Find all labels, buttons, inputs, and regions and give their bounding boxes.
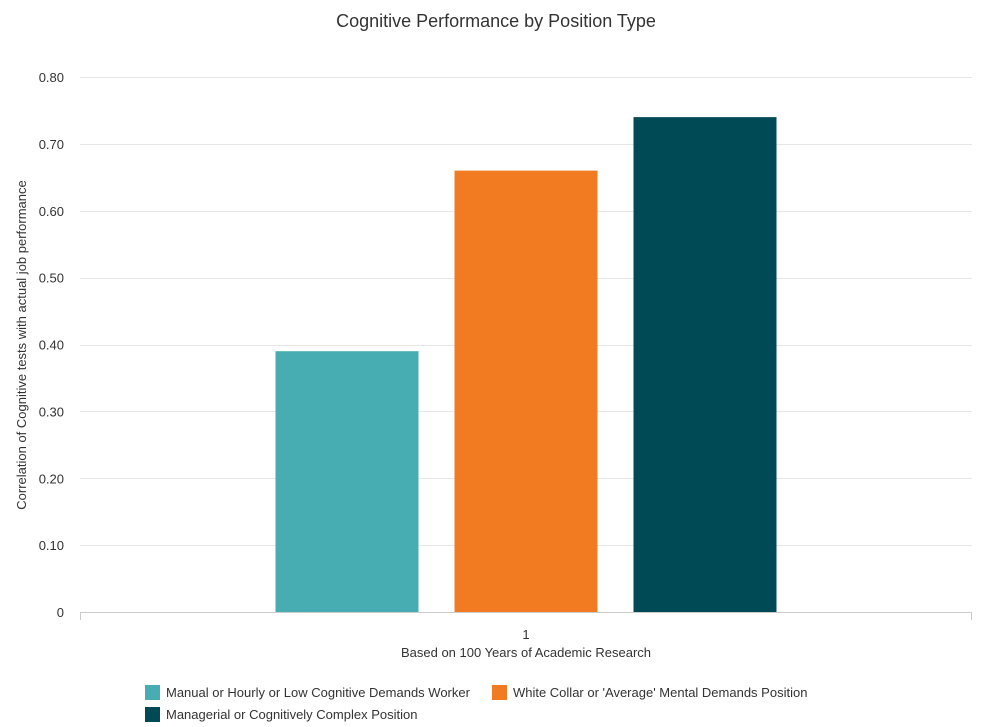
x-tick-label: 1 [522, 627, 529, 642]
legend-item[interactable]: White Collar or 'Average' Mental Demands… [491, 684, 808, 700]
y-tick-label: 0 [57, 605, 64, 620]
legend-label: White Collar or 'Average' Mental Demands… [512, 684, 808, 700]
bar[interactable] [275, 351, 419, 612]
legend-label: Managerial or Cognitively Complex Positi… [166, 706, 418, 722]
legend-swatch [145, 706, 160, 722]
legend-row: Manual or Hourly or Low Cognitive Demand… [145, 681, 905, 703]
y-tick-label: 0.80 [39, 70, 64, 85]
x-axis-label: Based on 100 Years of Academic Research [401, 645, 651, 660]
y-tick-label: 0.10 [39, 538, 64, 553]
y-tick-label: 0.60 [39, 204, 64, 219]
legend-swatch [145, 684, 160, 700]
bars [275, 117, 777, 612]
bar[interactable] [633, 117, 777, 612]
y-tick-labels: 0 0.10 0.20 0.30 0.40 0.50 0.60 0.70 0.80 [39, 70, 64, 620]
y-tick-label: 0.30 [39, 404, 64, 419]
legend-row: Managerial or Cognitively Complex Positi… [145, 703, 905, 725]
x-tick-labels: 1 [522, 627, 529, 642]
y-tick-label: 0.40 [39, 338, 64, 353]
chart-title: Cognitive Performance by Position Type [336, 11, 656, 31]
legend-label: Manual or Hourly or Low Cognitive Demand… [166, 684, 470, 700]
y-tick-label: 0.50 [39, 271, 64, 286]
y-axis-label: Correlation of Cognitive tests with actu… [14, 180, 29, 510]
y-tick-label: 0.70 [39, 137, 64, 152]
y-tick-label: 0.20 [39, 471, 64, 486]
legend-item[interactable]: Manual or Hourly or Low Cognitive Demand… [145, 684, 470, 700]
legend-item[interactable]: Managerial or Cognitively Complex Positi… [145, 706, 418, 722]
legend-swatch [491, 684, 507, 700]
legend: Manual or Hourly or Low Cognitive Demand… [145, 681, 905, 725]
bar[interactable] [454, 170, 598, 612]
